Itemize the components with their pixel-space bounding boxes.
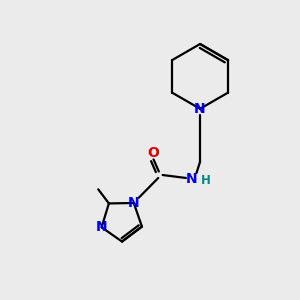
Text: N: N <box>128 196 140 210</box>
Text: O: O <box>147 146 159 160</box>
Text: N: N <box>194 102 206 116</box>
Text: N: N <box>185 172 197 186</box>
Text: H: H <box>201 174 211 188</box>
Text: N: N <box>96 220 107 234</box>
